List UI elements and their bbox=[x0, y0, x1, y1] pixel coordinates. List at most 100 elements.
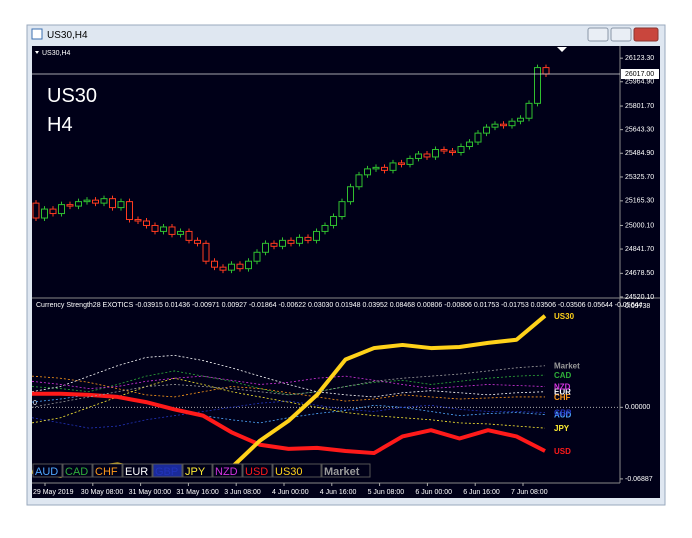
end-label: US30 bbox=[554, 312, 575, 321]
y-tick-label: 25964.90 bbox=[625, 79, 654, 86]
shift-marker bbox=[557, 47, 567, 52]
y-tick-label: 25325.70 bbox=[625, 174, 654, 181]
legend-box bbox=[92, 463, 123, 478]
candle-body bbox=[126, 201, 133, 221]
candle-body bbox=[500, 123, 507, 127]
x-tick-label: 6 Jun 00:00 bbox=[415, 489, 452, 496]
candle-body bbox=[160, 226, 167, 232]
y-tick-label: 25484.90 bbox=[625, 150, 654, 157]
strength-line bbox=[32, 391, 546, 456]
candle-body bbox=[262, 242, 269, 253]
maximize-button[interactable] bbox=[610, 27, 632, 42]
candle-body bbox=[194, 239, 201, 244]
candle-body bbox=[389, 162, 397, 171]
candle-body bbox=[474, 132, 482, 143]
legend-entry: CAD bbox=[65, 466, 88, 478]
legend-entry: EUR bbox=[125, 466, 148, 478]
legend-box bbox=[182, 463, 213, 478]
candle-body bbox=[83, 199, 91, 203]
candle-body bbox=[534, 67, 541, 104]
x-tick-label: 29 May 2019 bbox=[33, 489, 74, 496]
legend-box bbox=[242, 463, 273, 478]
end-label: GBP bbox=[554, 409, 572, 418]
candle-body bbox=[100, 198, 108, 204]
candle-body bbox=[304, 236, 312, 241]
legend-entry: US30 bbox=[275, 466, 303, 478]
candle-body bbox=[372, 166, 380, 170]
x-tick-label: 5 Jun 08:00 bbox=[368, 489, 405, 496]
candle-body bbox=[236, 263, 244, 270]
candle-body bbox=[457, 146, 465, 153]
y-tick-label: 24841.70 bbox=[625, 246, 654, 253]
x-tick-label: 31 May 16:00 bbox=[176, 489, 219, 496]
candle-body bbox=[117, 201, 125, 209]
overlay-symbol: US30 bbox=[47, 85, 97, 107]
candle-body bbox=[228, 263, 235, 271]
x-tick-label: 31 May 00:00 bbox=[129, 489, 172, 496]
x-tick-label: 30 May 08:00 bbox=[81, 489, 124, 496]
legend-box bbox=[62, 463, 93, 478]
strength-line bbox=[31, 370, 546, 396]
legend-entry: GBP bbox=[155, 466, 178, 478]
legend-box bbox=[321, 463, 371, 478]
close-button[interactable] bbox=[633, 27, 659, 42]
end-label: AUD bbox=[554, 411, 572, 420]
strength-line bbox=[31, 394, 546, 424]
y-tick-label: 25643.30 bbox=[625, 127, 654, 134]
candle-body bbox=[270, 242, 278, 247]
candle-body bbox=[279, 239, 286, 247]
candle-body bbox=[75, 201, 82, 207]
legend-entry: NZD bbox=[215, 466, 238, 478]
candle-body bbox=[58, 204, 65, 215]
candle-body bbox=[202, 242, 210, 262]
candle-body bbox=[245, 260, 252, 270]
candle-body bbox=[321, 224, 329, 232]
legend-box bbox=[122, 463, 153, 478]
x-tick-label: 6 Jun 16:00 bbox=[463, 489, 500, 496]
end-label: EUR bbox=[554, 388, 571, 397]
end-label: JPY bbox=[554, 424, 570, 433]
candle-body bbox=[330, 216, 337, 226]
candle-body bbox=[41, 208, 48, 219]
candle-body bbox=[483, 126, 490, 134]
candle-body bbox=[109, 198, 116, 209]
candle-body bbox=[151, 224, 159, 232]
candle-body bbox=[313, 230, 320, 241]
candle-body bbox=[440, 149, 448, 152]
candle-body bbox=[177, 230, 184, 235]
legend-box bbox=[272, 463, 322, 478]
candle-body bbox=[449, 150, 456, 153]
legend-box bbox=[212, 463, 243, 478]
x-tick-label: 4 Jun 00:00 bbox=[272, 489, 309, 496]
candle-body bbox=[415, 153, 422, 159]
candle-body bbox=[211, 260, 218, 268]
y-tick-label: 0.09738 bbox=[625, 303, 650, 310]
minimize-button[interactable] bbox=[587, 27, 609, 42]
current-price-label: 26017.00 bbox=[625, 71, 654, 78]
y-tick-label: 25165.30 bbox=[625, 198, 654, 205]
candle-body bbox=[296, 236, 303, 244]
candle-body bbox=[423, 153, 431, 158]
x-tick-label: 7 Jun 08:00 bbox=[511, 489, 548, 496]
chart-menu-arrow[interactable] bbox=[35, 51, 39, 54]
candle-body bbox=[542, 67, 550, 75]
y-tick-label: 0.00000 bbox=[625, 404, 650, 411]
end-label: USD bbox=[554, 447, 571, 456]
candle-body bbox=[338, 201, 346, 218]
candle-body bbox=[347, 186, 354, 203]
candle-body bbox=[92, 199, 99, 204]
legend-entry: CHF bbox=[95, 466, 118, 478]
candle-body bbox=[381, 166, 388, 171]
candle-body bbox=[398, 162, 405, 165]
candle-body bbox=[219, 266, 227, 271]
indicator-title: Currency Strength28 EXOTICS -0.03915 0.0… bbox=[36, 302, 642, 309]
end-label: CAD bbox=[554, 371, 572, 380]
window-icon bbox=[31, 28, 43, 40]
end-label: NZD bbox=[554, 383, 571, 392]
y-tick-label: 25801.70 bbox=[625, 103, 654, 110]
window-title: US30,H4 bbox=[47, 30, 88, 41]
candle-body bbox=[406, 157, 414, 165]
legend-box bbox=[152, 463, 183, 478]
candle-body bbox=[355, 174, 363, 188]
